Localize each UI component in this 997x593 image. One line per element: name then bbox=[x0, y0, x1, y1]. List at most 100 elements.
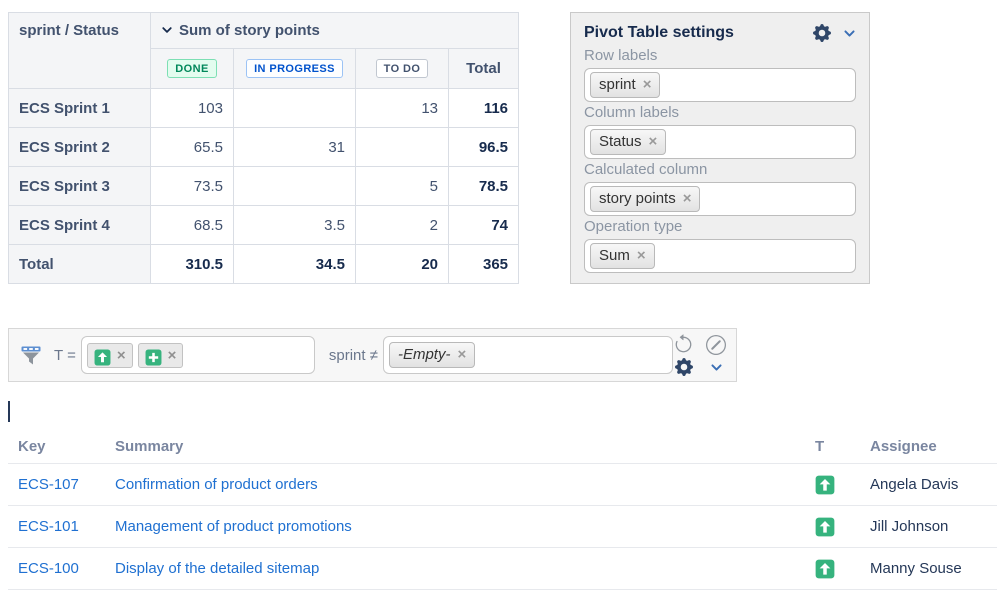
story-arrow-up-icon bbox=[815, 475, 835, 495]
text-cursor bbox=[8, 401, 10, 422]
column-labels-input[interactable]: Status × bbox=[584, 125, 856, 159]
status-badge-in-progress[interactable]: IN PROGRESS bbox=[246, 58, 343, 79]
issues-table: Key Summary T Assignee ECS-107 Confirmat… bbox=[8, 430, 997, 590]
tag-status[interactable]: Status × bbox=[590, 129, 667, 155]
tag-sprint[interactable]: sprint × bbox=[590, 72, 661, 98]
filter-controls bbox=[673, 334, 728, 376]
type-filter-input[interactable]: × × bbox=[80, 336, 315, 374]
pivot-cell bbox=[355, 127, 449, 167]
operation-type-label: Operation type bbox=[584, 218, 683, 235]
row-header: ECS Sprint 1 bbox=[8, 88, 151, 128]
calculated-column-label: Calculated column bbox=[584, 161, 708, 178]
issue-row: ECS-107 Confirmation of product orders A… bbox=[8, 463, 997, 506]
issue-assignee: Jill Johnson bbox=[860, 505, 997, 548]
story-arrow-up-icon bbox=[94, 349, 111, 366]
column-header-total: Total bbox=[447, 48, 520, 89]
column-header-type[interactable]: T bbox=[805, 430, 860, 464]
pivot-cell: 68.5 bbox=[150, 205, 234, 245]
column-header-assignee[interactable]: Assignee bbox=[860, 430, 997, 464]
remove-icon[interactable]: × bbox=[636, 247, 646, 265]
total-row-header: Total bbox=[8, 244, 151, 284]
pivot-row-total: 74 bbox=[447, 205, 520, 245]
pivot-grand-total-cell: 365 bbox=[447, 244, 520, 284]
column-header-to-do[interactable]: TO DO bbox=[355, 48, 449, 89]
story-arrow-up-icon bbox=[815, 559, 835, 579]
pivot-total-cell: 310.5 bbox=[150, 244, 234, 284]
issue-key-link[interactable]: ECS-107 bbox=[18, 476, 79, 493]
issue-summary-link[interactable]: Confirmation of product orders bbox=[115, 476, 318, 493]
pivot-row: ECS Sprint 4 68.5 3.5 2 74 bbox=[8, 205, 520, 245]
column-header-key[interactable]: Key bbox=[8, 430, 105, 464]
gear-icon[interactable] bbox=[813, 24, 831, 42]
remove-icon[interactable]: × bbox=[167, 346, 177, 364]
issue-summary-link[interactable]: Display of the detailed sitemap bbox=[115, 560, 320, 577]
pivot-table: sprint / Status Sum of story points DONE… bbox=[8, 12, 520, 284]
status-badge-to-do[interactable]: TO DO bbox=[375, 58, 429, 79]
pivot-cell: 13 bbox=[355, 88, 449, 128]
pivot-row-total: 96.5 bbox=[447, 127, 520, 167]
filter-funnel-icon bbox=[19, 343, 43, 367]
settings-title: Pivot Table settings bbox=[584, 24, 734, 41]
pivot-corner-cell: sprint / Status bbox=[8, 12, 151, 89]
chevron-down-icon[interactable] bbox=[843, 27, 856, 40]
pivot-cell: 31 bbox=[233, 127, 356, 167]
issue-row: ECS-100 Display of the detailed sitemap … bbox=[8, 547, 997, 590]
pivot-total-cell: 20 bbox=[355, 244, 449, 284]
remove-icon[interactable]: × bbox=[457, 346, 467, 364]
type-tag-story[interactable]: × bbox=[86, 342, 133, 368]
chevron-down-icon[interactable] bbox=[710, 361, 723, 374]
pivot-row-total: 78.5 bbox=[447, 166, 520, 206]
issue-summary-link[interactable]: Management of product promotions bbox=[115, 518, 352, 535]
pivot-cell: 5 bbox=[355, 166, 449, 206]
filter-type-label: T = bbox=[54, 346, 76, 364]
remove-icon[interactable]: × bbox=[642, 76, 652, 94]
column-header-summary[interactable]: Summary bbox=[105, 430, 805, 464]
column-header-in-progress[interactable]: IN PROGRESS bbox=[233, 48, 356, 89]
remove-icon[interactable]: × bbox=[648, 133, 658, 151]
tag-sum[interactable]: Sum × bbox=[590, 243, 655, 269]
pivot-cell bbox=[233, 166, 356, 206]
remove-icon[interactable]: × bbox=[116, 346, 126, 364]
chevron-down-icon[interactable] bbox=[161, 23, 173, 40]
pivot-measure-header[interactable]: Sum of story points bbox=[149, 12, 520, 49]
pivot-row-total: 116 bbox=[447, 88, 520, 128]
issue-assignee: Manny Souse bbox=[860, 547, 997, 590]
row-labels-label: Row labels bbox=[584, 47, 658, 64]
issue-assignee: Angela Davis bbox=[860, 463, 997, 506]
sprint-filter-input[interactable]: -Empty- × bbox=[382, 336, 673, 374]
issue-row: ECS-101 Management of product promotions… bbox=[8, 505, 997, 548]
pivot-row: ECS Sprint 2 65.5 31 96.5 bbox=[8, 127, 520, 167]
pivot-row: ECS Sprint 1 103 13 116 bbox=[8, 88, 520, 128]
pivot-row: ECS Sprint 3 73.5 5 78.5 bbox=[8, 166, 520, 206]
pivot-total-row: Total 310.5 34.5 20 365 bbox=[8, 244, 520, 284]
type-tag-new-feature[interactable]: × bbox=[137, 342, 184, 368]
pivot-cell: 103 bbox=[150, 88, 234, 128]
cancel-circle-icon[interactable] bbox=[706, 334, 726, 355]
remove-icon[interactable]: × bbox=[682, 190, 692, 208]
pivot-cell: 73.5 bbox=[150, 166, 234, 206]
undo-icon[interactable] bbox=[673, 334, 694, 355]
filter-sprint-label: sprint ≠ bbox=[328, 346, 378, 364]
calculated-column-input[interactable]: story points × bbox=[584, 182, 856, 216]
pivot-cell: 2 bbox=[355, 205, 449, 245]
gear-icon[interactable] bbox=[674, 358, 693, 376]
tag-story-points[interactable]: story points × bbox=[590, 186, 701, 212]
story-arrow-up-icon bbox=[815, 517, 835, 537]
pivot-cell bbox=[233, 88, 356, 128]
pivot-total-cell: 34.5 bbox=[233, 244, 356, 284]
issues-header-row: Key Summary T Assignee bbox=[8, 430, 997, 464]
column-labels-label: Column labels bbox=[584, 104, 680, 121]
row-header: ECS Sprint 3 bbox=[8, 166, 151, 206]
tag-empty[interactable]: -Empty- × bbox=[388, 342, 476, 368]
issue-key-link[interactable]: ECS-101 bbox=[18, 518, 79, 535]
pivot-cell: 65.5 bbox=[150, 127, 234, 167]
row-labels-input[interactable]: sprint × bbox=[584, 68, 856, 102]
row-header: ECS Sprint 4 bbox=[8, 205, 151, 245]
plus-icon bbox=[145, 349, 162, 366]
status-badge-done[interactable]: DONE bbox=[167, 58, 217, 79]
pivot-cell: 3.5 bbox=[233, 205, 356, 245]
column-header-done[interactable]: DONE bbox=[150, 48, 234, 89]
operation-type-input[interactable]: Sum × bbox=[584, 239, 856, 273]
issue-key-link[interactable]: ECS-100 bbox=[18, 560, 79, 577]
